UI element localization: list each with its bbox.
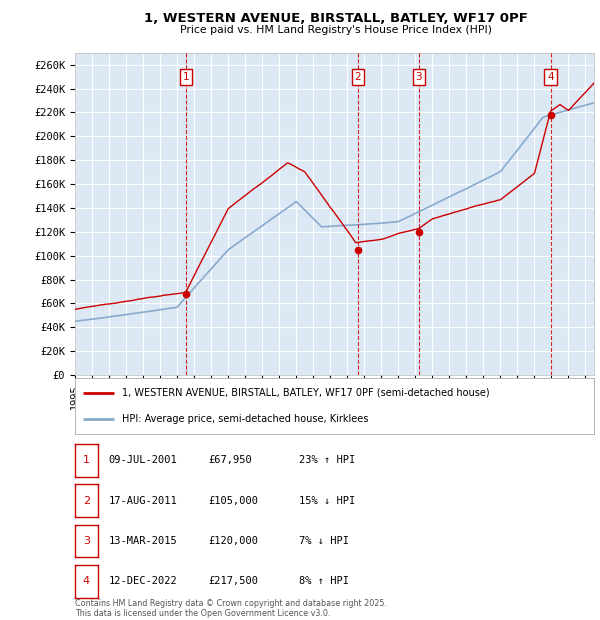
Text: 4: 4 [83, 576, 90, 587]
Text: £105,000: £105,000 [209, 495, 259, 506]
Text: Contains HM Land Registry data © Crown copyright and database right 2025.: Contains HM Land Registry data © Crown c… [75, 599, 387, 608]
Text: This data is licensed under the Open Government Licence v3.0.: This data is licensed under the Open Gov… [75, 609, 331, 618]
Text: 1, WESTERN AVENUE, BIRSTALL, BATLEY, WF17 0PF: 1, WESTERN AVENUE, BIRSTALL, BATLEY, WF1… [144, 12, 528, 25]
Text: 2: 2 [83, 495, 90, 506]
Text: 2: 2 [355, 72, 361, 82]
Text: 13-MAR-2015: 13-MAR-2015 [109, 536, 178, 546]
Text: 7% ↓ HPI: 7% ↓ HPI [299, 536, 349, 546]
Text: 09-JUL-2001: 09-JUL-2001 [109, 455, 178, 466]
Text: 15% ↓ HPI: 15% ↓ HPI [299, 495, 355, 506]
Text: 23% ↑ HPI: 23% ↑ HPI [299, 455, 355, 466]
Text: Price paid vs. HM Land Registry's House Price Index (HPI): Price paid vs. HM Land Registry's House … [180, 25, 492, 35]
Text: £67,950: £67,950 [209, 455, 253, 466]
Text: 1: 1 [83, 455, 90, 466]
Text: 1, WESTERN AVENUE, BIRSTALL, BATLEY, WF17 0PF (semi-detached house): 1, WESTERN AVENUE, BIRSTALL, BATLEY, WF1… [122, 388, 490, 397]
Text: £120,000: £120,000 [209, 536, 259, 546]
Text: 3: 3 [415, 72, 422, 82]
Text: 1: 1 [182, 72, 189, 82]
Text: HPI: Average price, semi-detached house, Kirklees: HPI: Average price, semi-detached house,… [122, 415, 368, 425]
Text: 17-AUG-2011: 17-AUG-2011 [109, 495, 178, 506]
Text: 4: 4 [547, 72, 554, 82]
Text: 8% ↑ HPI: 8% ↑ HPI [299, 576, 349, 587]
Text: 3: 3 [83, 536, 90, 546]
Text: £217,500: £217,500 [209, 576, 259, 587]
Text: 12-DEC-2022: 12-DEC-2022 [109, 576, 178, 587]
